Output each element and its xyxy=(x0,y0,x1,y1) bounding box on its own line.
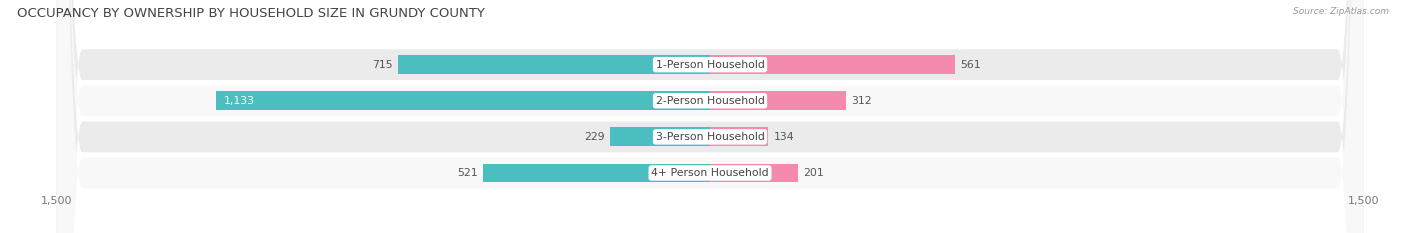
Text: 561: 561 xyxy=(960,60,980,70)
Text: 134: 134 xyxy=(773,132,794,142)
Text: 2-Person Household: 2-Person Household xyxy=(655,96,765,106)
Bar xyxy=(398,55,710,74)
Text: 3-Person Household: 3-Person Household xyxy=(655,132,765,142)
FancyBboxPatch shape xyxy=(56,0,1364,233)
Text: Source: ZipAtlas.com: Source: ZipAtlas.com xyxy=(1294,7,1389,16)
FancyBboxPatch shape xyxy=(56,0,1364,233)
Bar xyxy=(710,127,769,146)
Text: 715: 715 xyxy=(373,60,394,70)
Bar xyxy=(217,91,710,110)
Bar xyxy=(710,164,797,182)
FancyBboxPatch shape xyxy=(56,0,1364,233)
Text: 4+ Person Household: 4+ Person Household xyxy=(651,168,769,178)
Text: 229: 229 xyxy=(585,132,605,142)
Text: 312: 312 xyxy=(851,96,872,106)
Bar xyxy=(482,164,710,182)
Text: OCCUPANCY BY OWNERSHIP BY HOUSEHOLD SIZE IN GRUNDY COUNTY: OCCUPANCY BY OWNERSHIP BY HOUSEHOLD SIZE… xyxy=(17,7,485,20)
Bar xyxy=(710,91,846,110)
Text: 201: 201 xyxy=(803,168,824,178)
Bar xyxy=(610,127,710,146)
Text: 521: 521 xyxy=(457,168,478,178)
Bar xyxy=(710,55,955,74)
Text: 1,133: 1,133 xyxy=(224,96,254,106)
Text: 1-Person Household: 1-Person Household xyxy=(655,60,765,70)
FancyBboxPatch shape xyxy=(56,0,1364,233)
